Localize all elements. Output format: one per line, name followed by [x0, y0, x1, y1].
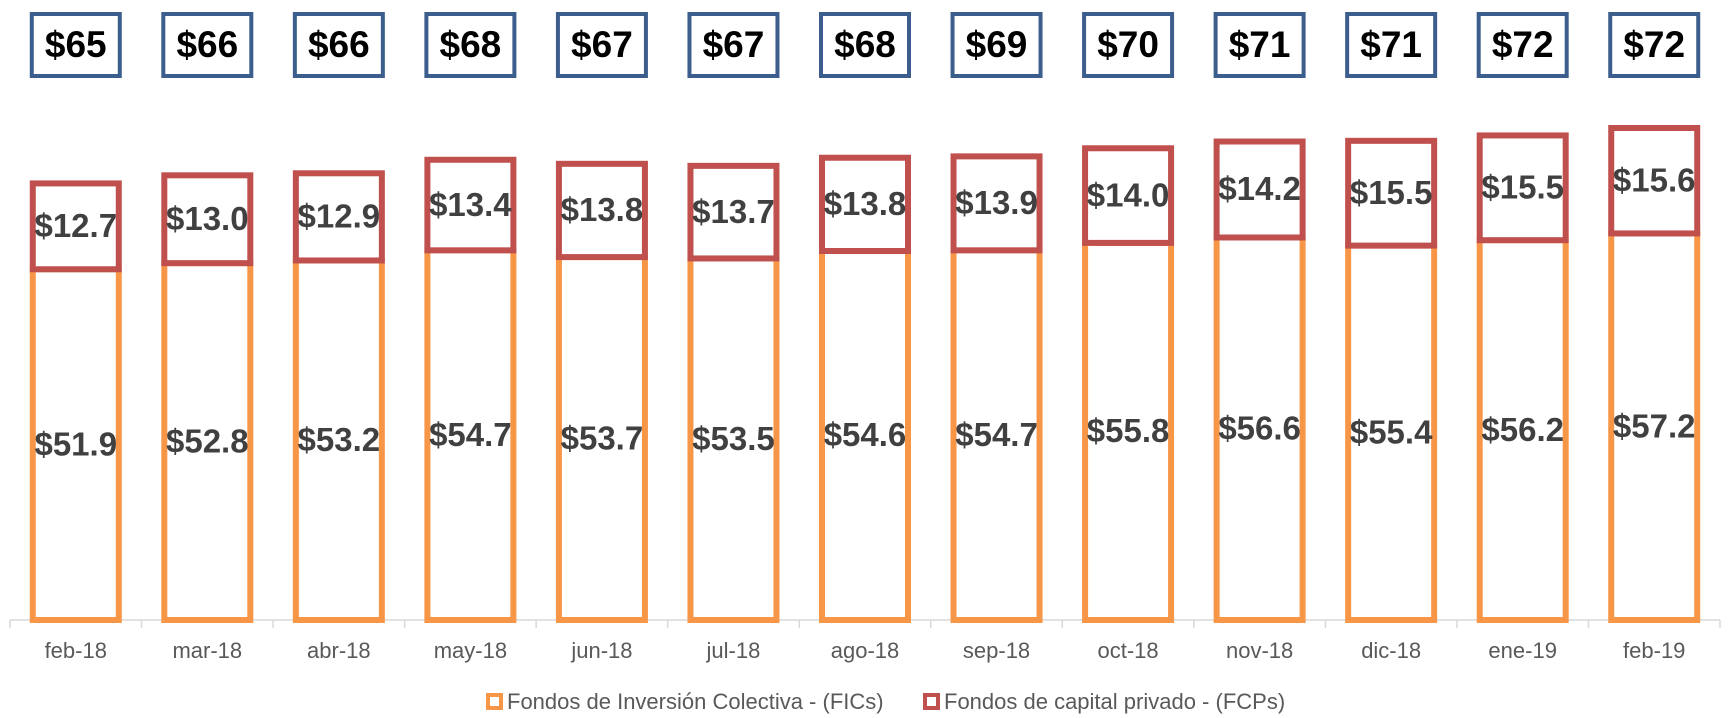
data-label: $13.9 [955, 184, 1038, 221]
x-tick-label: ene-19 [1488, 638, 1557, 663]
bar-segment [1345, 137, 1438, 249]
data-label: $53.7 [561, 419, 644, 456]
total-label: $71 [1229, 24, 1291, 65]
total-box [424, 12, 517, 78]
total-label: $67 [703, 24, 765, 65]
bar-segment [950, 247, 1043, 623]
data-label: $53.5 [692, 420, 775, 457]
data-label: $15.6 [1613, 161, 1696, 198]
data-label: $13.4 [429, 186, 512, 223]
bar-segment [1476, 132, 1569, 244]
total-box [555, 12, 648, 78]
total-box [1082, 12, 1175, 78]
x-tick-label: feb-18 [45, 638, 107, 663]
total-box [687, 12, 780, 78]
data-label: $56.2 [1481, 411, 1564, 448]
data-label: $54.6 [824, 416, 907, 453]
bar-segment [1082, 145, 1175, 246]
bar-segment [1608, 230, 1701, 624]
data-label: $14.0 [1087, 176, 1170, 213]
data-label: $13.8 [561, 191, 644, 228]
data-label: $54.7 [955, 416, 1038, 453]
bar-segment [555, 160, 648, 261]
bar-segment [292, 170, 385, 264]
data-label: $13.0 [166, 200, 249, 237]
data-label: $12.9 [298, 198, 381, 235]
bar-segment [1476, 237, 1569, 624]
data-label: $51.9 [34, 425, 117, 462]
legend-swatch [486, 693, 503, 710]
total-label: $67 [571, 24, 633, 65]
data-label: $13.7 [692, 193, 775, 230]
x-tick-label: ago-18 [831, 638, 900, 663]
x-tick-label: abr-18 [307, 638, 371, 663]
x-tick-label: may-18 [434, 638, 507, 663]
data-label: $54.7 [429, 416, 512, 453]
data-label: $13.8 [824, 185, 907, 222]
total-box [1476, 12, 1569, 78]
data-label: $56.6 [1218, 409, 1301, 446]
bar-segment [29, 266, 122, 623]
total-label: $72 [1623, 24, 1685, 65]
legend-swatch [923, 693, 940, 710]
total-label: $66 [308, 24, 370, 65]
x-tick-label: nov-18 [1226, 638, 1293, 663]
data-label: $55.8 [1087, 412, 1170, 449]
data-label: $12.7 [34, 207, 117, 244]
bar-segment [819, 154, 911, 254]
total-label: $70 [1097, 24, 1159, 65]
data-label: $14.2 [1218, 170, 1301, 207]
total-label: $68 [834, 24, 896, 65]
bar-segment [1608, 125, 1701, 237]
bar-segment [161, 172, 254, 267]
total-box [29, 12, 122, 78]
x-tick-label: jun-18 [570, 638, 632, 663]
data-label: $52.8 [166, 422, 249, 459]
legend-label: Fondos de Inversión Colectiva - (FICs) [507, 689, 884, 714]
data-label: $15.5 [1350, 174, 1433, 211]
data-label: $55.4 [1350, 414, 1433, 451]
total-box [1608, 12, 1701, 78]
bar-segment [161, 260, 254, 623]
bar-segment [424, 247, 517, 623]
total-label: $65 [45, 24, 107, 65]
bar-segment [1213, 234, 1306, 623]
total-label: $68 [440, 24, 502, 65]
x-tick-label: mar-18 [172, 638, 242, 663]
legend-label: Fondos de capital privado - (FCPs) [944, 689, 1285, 714]
total-label: $69 [966, 24, 1028, 65]
bar-segment [29, 180, 122, 273]
data-label: $57.2 [1613, 407, 1696, 444]
x-tick-label: sep-18 [963, 638, 1030, 663]
total-label: $72 [1492, 24, 1554, 65]
total-box [1213, 12, 1306, 78]
bar-segment [950, 153, 1043, 254]
x-tick-label: dic-18 [1361, 638, 1421, 663]
bar-segment [819, 248, 911, 623]
bar-segment [687, 255, 780, 623]
total-box [292, 12, 385, 78]
bar-segment [687, 162, 780, 262]
bar-segment [1213, 138, 1306, 241]
total-label: $71 [1360, 24, 1422, 65]
total-box [161, 12, 254, 78]
total-box [950, 12, 1043, 78]
x-tick-label: oct-18 [1097, 638, 1158, 663]
data-label: $53.2 [298, 421, 381, 458]
total-label: $66 [176, 24, 238, 65]
bar-segment [424, 156, 517, 254]
bar-segment [1082, 239, 1175, 623]
x-tick-label: jul-18 [706, 638, 761, 663]
total-box [1345, 12, 1438, 78]
x-tick-label: feb-19 [1623, 638, 1685, 663]
total-box [819, 12, 911, 78]
bar-segment [555, 254, 648, 623]
data-label: $15.5 [1481, 169, 1564, 206]
